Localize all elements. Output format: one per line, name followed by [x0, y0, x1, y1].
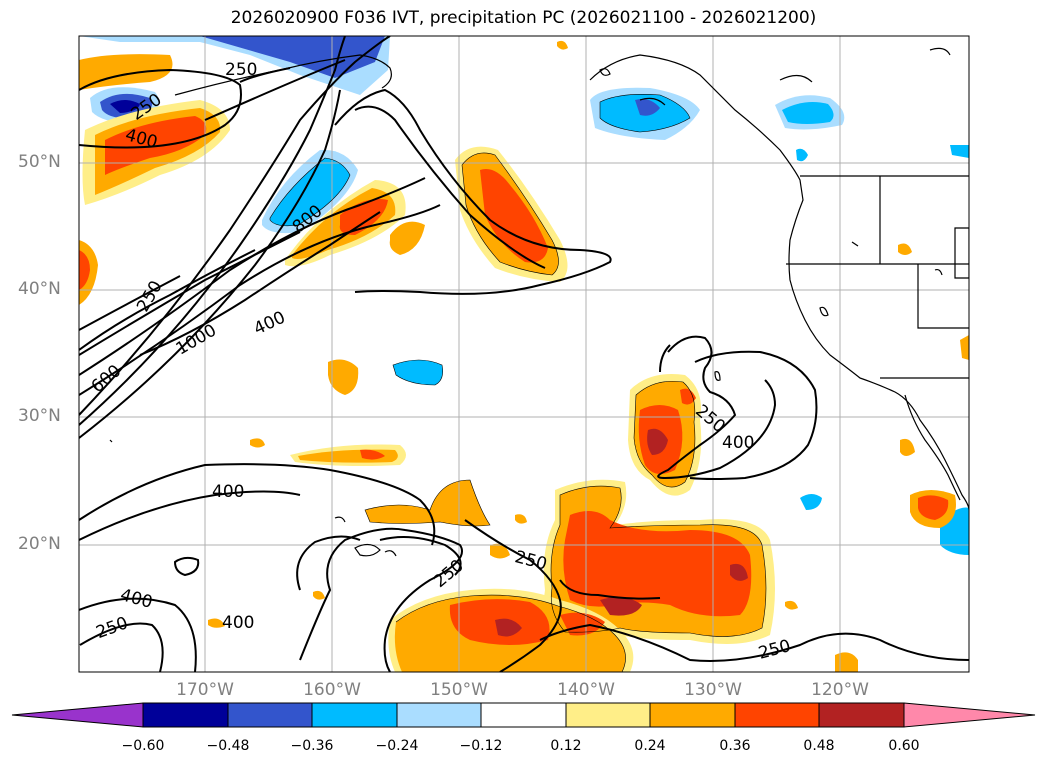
colorbar-tick: −0.36	[290, 738, 334, 754]
map-title: 2026020900 F036 IVT, precipitation PC (2…	[230, 8, 817, 28]
lat-label-40n: 40°N	[18, 279, 61, 299]
lon-label-140w: 140°W	[557, 680, 615, 700]
lat-label-20n: 20°N	[18, 534, 61, 554]
lon-label-150w: 150°W	[430, 680, 488, 700]
colorbar-tick: 0.36	[719, 738, 751, 754]
colorbar-tick: −0.24	[375, 738, 419, 754]
positive-anomaly-shading	[79, 40, 969, 672]
map-background	[79, 36, 969, 672]
colorbar-tick: −0.60	[121, 738, 165, 754]
coastlines	[109, 47, 969, 557]
colorbar-tick: 0.12	[550, 738, 582, 754]
contour-label: 400	[212, 482, 244, 502]
lon-label-120w: 120°W	[811, 680, 869, 700]
colorbar-tick: 0.24	[634, 738, 666, 754]
colorbar-tick: −0.48	[206, 738, 250, 754]
lon-label-160w: 160°W	[303, 680, 361, 700]
contour-labels: 250 250 400 250 800 1000 400 600 250 400…	[88, 60, 793, 664]
colorbar-max-extension	[903, 702, 1036, 728]
negative-anomaly-shading	[79, 36, 969, 555]
map-frame	[78, 35, 970, 673]
shading-outlines	[269, 94, 767, 672]
colorbar-tick: 0.60	[888, 738, 920, 754]
colorbar-min-extension	[11, 702, 144, 728]
contour-label: 400	[222, 613, 254, 633]
lat-label-30n: 30°N	[18, 406, 61, 426]
graticule	[79, 36, 969, 672]
lat-label-50n: 50°N	[18, 152, 61, 172]
lon-label-130w: 130°W	[684, 680, 742, 700]
colorbar-tick: 0.48	[803, 738, 835, 754]
ivt-contours	[79, 36, 969, 672]
contour-label: 400	[722, 433, 754, 453]
contour-label: 250	[225, 60, 257, 80]
lon-label-170w: 170°W	[176, 680, 234, 700]
colorbar-tick: −0.12	[459, 738, 503, 754]
colorbar	[11, 702, 1036, 728]
